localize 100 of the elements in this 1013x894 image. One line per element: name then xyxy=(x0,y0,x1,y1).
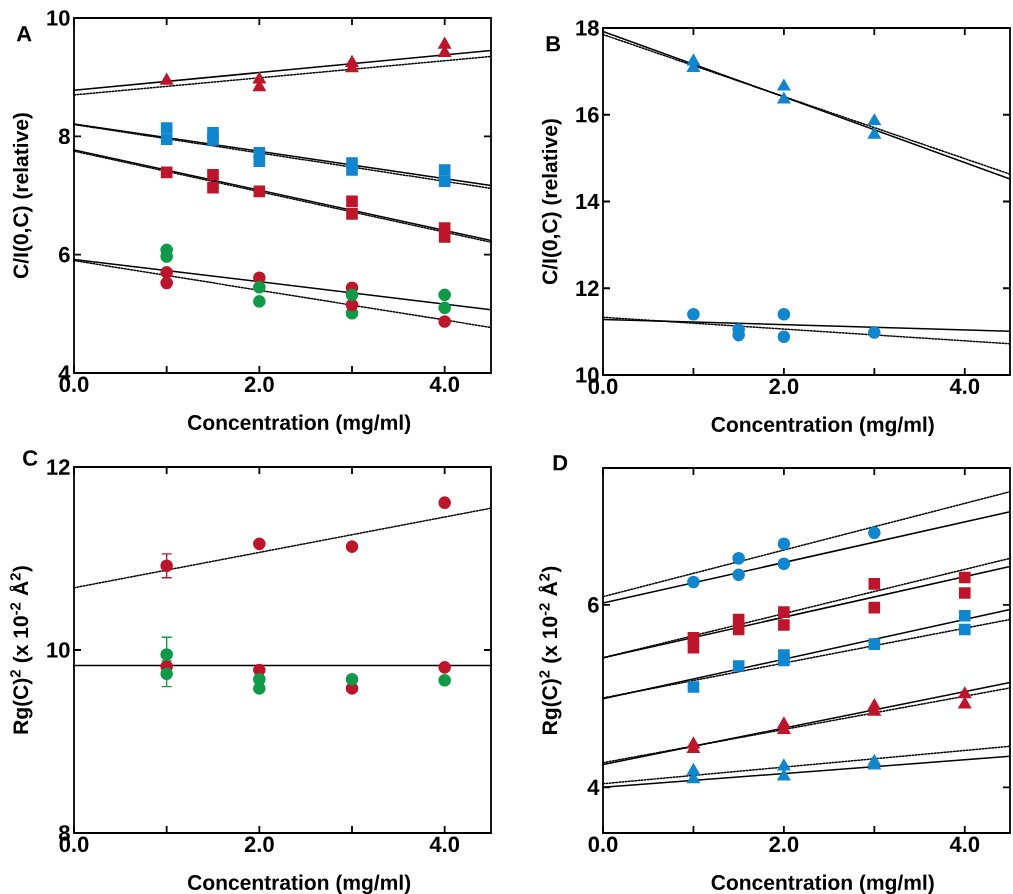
x-tick-label: 2.0 xyxy=(244,836,274,853)
point xyxy=(777,537,791,551)
point xyxy=(438,231,451,243)
point xyxy=(160,648,173,661)
point xyxy=(438,175,451,188)
y-axis-title: Rg(C)$^{2}$ (x 10$^{-2}$ Å$^{2}$) xyxy=(9,566,33,734)
point xyxy=(438,673,451,687)
point xyxy=(160,667,173,681)
point xyxy=(777,92,791,104)
point xyxy=(160,122,173,134)
point xyxy=(732,613,745,626)
point xyxy=(777,557,791,571)
point xyxy=(253,537,266,551)
point xyxy=(438,164,451,176)
point xyxy=(160,266,173,279)
x-tick-label: 4.0 xyxy=(949,378,980,395)
point xyxy=(732,552,745,565)
x-axis-title: Concentration (mg/ml) xyxy=(188,414,411,435)
point xyxy=(253,280,266,294)
x-tick-label: 2.0 xyxy=(769,378,799,395)
point xyxy=(207,182,219,194)
point xyxy=(346,208,358,220)
point xyxy=(777,307,791,321)
point xyxy=(687,575,700,589)
x-tick-label: 4.0 xyxy=(429,836,460,853)
point xyxy=(687,763,700,775)
point xyxy=(732,568,745,582)
y-tick-label: 18 xyxy=(576,20,599,36)
x-axis-title: Concentration (mg/ml) xyxy=(711,416,934,437)
point xyxy=(868,578,881,590)
x-axis-title: Concentration (mg/ml) xyxy=(711,874,934,894)
x-tick-label: 2.0 xyxy=(244,376,274,393)
y-tick-label: 8 xyxy=(58,128,70,145)
point xyxy=(346,164,358,176)
y-tick-label: 16 xyxy=(576,106,599,123)
point xyxy=(687,737,700,749)
point xyxy=(160,73,174,85)
y-axis-title: C/I(0,C) (relative) xyxy=(12,113,33,279)
point xyxy=(777,769,791,781)
point xyxy=(253,155,266,167)
point xyxy=(778,606,790,618)
x-tick-label: 0.0 xyxy=(588,836,618,853)
point xyxy=(958,571,971,584)
point xyxy=(958,697,972,709)
point xyxy=(958,686,972,699)
point xyxy=(868,601,881,614)
point xyxy=(777,717,791,729)
y-tick-label: 12 xyxy=(47,459,70,475)
y-tick-label: 10 xyxy=(47,10,70,26)
point xyxy=(207,134,219,146)
point xyxy=(687,641,700,654)
point xyxy=(160,166,173,179)
point xyxy=(868,526,881,540)
y-axis-title: C/I(0,C) (relative) xyxy=(541,119,562,285)
point xyxy=(687,681,700,693)
point xyxy=(438,315,451,328)
point xyxy=(438,661,451,674)
point xyxy=(438,288,451,302)
x-tick-label: 4.0 xyxy=(949,836,980,853)
point xyxy=(253,295,266,308)
point xyxy=(777,759,791,771)
point xyxy=(868,326,881,339)
y-tick-label: 6 xyxy=(59,246,70,263)
x-tick-label: 4.0 xyxy=(429,376,460,393)
point xyxy=(777,79,791,91)
y-axis-title: Rg(C)$^{2}$ (x 10$^{-2}$ Å$^{2}$) xyxy=(538,566,562,734)
point xyxy=(868,638,881,650)
point xyxy=(867,113,881,126)
chart-title: B xyxy=(546,36,561,52)
point xyxy=(687,307,700,321)
point xyxy=(160,276,173,290)
point xyxy=(207,168,219,181)
point xyxy=(958,587,971,599)
point xyxy=(958,623,971,636)
point xyxy=(867,754,881,766)
point xyxy=(253,672,266,686)
x-axis-title: Concentration (mg/ml) xyxy=(188,874,411,894)
point xyxy=(778,619,790,631)
point xyxy=(253,185,266,198)
y-tick-label: 12 xyxy=(576,280,599,296)
point xyxy=(346,195,358,208)
point xyxy=(345,540,359,553)
point xyxy=(160,559,173,573)
point xyxy=(867,698,881,711)
point xyxy=(438,496,451,509)
chart-title: D xyxy=(553,455,568,471)
point xyxy=(345,288,359,302)
point xyxy=(438,301,451,315)
y-tick-label: 14 xyxy=(576,193,600,210)
point xyxy=(778,654,790,667)
y-tick-label: 4 xyxy=(587,779,600,795)
y-tick-label: 6 xyxy=(588,597,599,613)
chart-title: C xyxy=(23,450,38,466)
y-tick-label: 10 xyxy=(47,642,70,658)
point xyxy=(732,660,745,672)
point xyxy=(958,610,971,622)
point xyxy=(345,672,359,686)
chart-title: A xyxy=(16,26,32,42)
point xyxy=(777,330,791,344)
x-tick-label: 2.0 xyxy=(769,836,799,853)
